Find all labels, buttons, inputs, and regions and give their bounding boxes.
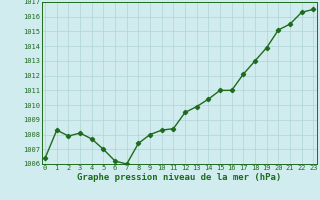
X-axis label: Graphe pression niveau de la mer (hPa): Graphe pression niveau de la mer (hPa) (77, 173, 281, 182)
